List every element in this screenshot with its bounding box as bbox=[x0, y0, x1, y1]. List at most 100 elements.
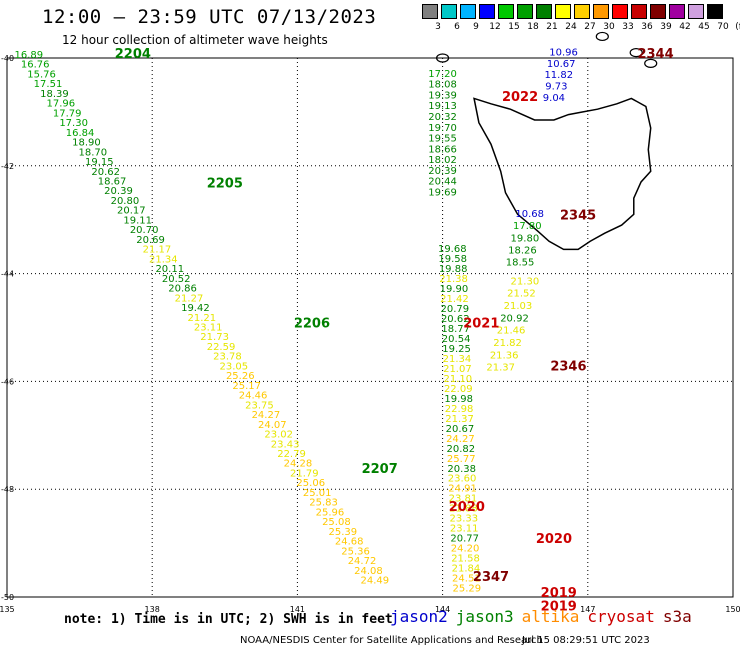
wave-height-value: 25.08 bbox=[322, 517, 351, 528]
footer-note: note: 1) Time is in UTC; 2) SWH is in fe… bbox=[64, 612, 393, 627]
wave-height-value: 19.58 bbox=[438, 254, 467, 265]
wave-height-value: 21.58 bbox=[451, 554, 480, 565]
wave-height-value: 21.38 bbox=[439, 274, 468, 285]
lat-tick-label: -42 bbox=[1, 162, 14, 171]
axis-tick-labels: -40 -42 -44 -46 -48 -50 135 138 141 144 147 150 bbox=[0, 54, 740, 614]
scale-label: 30 bbox=[603, 22, 615, 32]
island bbox=[644, 58, 658, 68]
scale-swatch bbox=[517, 4, 533, 19]
wave-height-value: 22.09 bbox=[444, 384, 473, 395]
wave-height-value: 25.01 bbox=[303, 488, 332, 499]
wave-height-value: 20.69 bbox=[136, 235, 165, 246]
wave-height-value: 24.49 bbox=[361, 576, 390, 587]
wave-height-value: 18.70 bbox=[79, 147, 108, 158]
wave-height-value: 21.37 bbox=[445, 414, 474, 425]
wave-height-value: 23.43 bbox=[271, 439, 300, 450]
scale-label: (ft) bbox=[735, 22, 740, 32]
scale-label: 24 bbox=[565, 22, 577, 32]
wave-height-value: 21.30 bbox=[511, 276, 540, 287]
scale-label: 3 bbox=[435, 22, 441, 32]
wave-height-value: 21.34 bbox=[443, 354, 472, 365]
time-label: 2204 bbox=[115, 47, 151, 62]
scale-label: 9 bbox=[473, 22, 479, 32]
wave-height-value: 11.82 bbox=[544, 70, 573, 81]
wave-height-value: 16.84 bbox=[66, 128, 95, 139]
time-label: 2346 bbox=[550, 360, 586, 375]
wave-height-value: 19.13 bbox=[428, 101, 457, 112]
wave-height-value: 23.02 bbox=[264, 430, 293, 441]
wave-height-value: 24.27 bbox=[446, 434, 475, 445]
wave-height-value: 18.26 bbox=[508, 245, 537, 256]
wave-height-value: 16.89 bbox=[14, 50, 43, 61]
wave-height-value: 21.03 bbox=[504, 301, 533, 312]
lon-tick-label: 147 bbox=[580, 605, 595, 614]
wave-height-value: 21.42 bbox=[440, 294, 469, 305]
wave-height-value: 22.98 bbox=[445, 404, 474, 415]
wave-height-value: 25.96 bbox=[316, 507, 345, 518]
time-label: 2019 bbox=[541, 586, 577, 601]
wave-height-value: 21.82 bbox=[493, 338, 522, 349]
satellite-s3a: s3a bbox=[662, 607, 692, 626]
wave-height-value: 24.28 bbox=[284, 459, 313, 470]
wave-height-value: 19.90 bbox=[440, 284, 469, 295]
scale-swatch bbox=[669, 4, 685, 19]
wave-height-value: 25.29 bbox=[452, 584, 481, 595]
wave-height-value: 19.39 bbox=[428, 90, 457, 101]
wave-height-value: 18.08 bbox=[428, 80, 457, 91]
lat-tick-label: -50 bbox=[1, 593, 14, 602]
scale-swatch bbox=[688, 4, 704, 19]
wave-height-value: 17.79 bbox=[53, 108, 82, 119]
island bbox=[629, 48, 643, 58]
wave-height-value: 19.25 bbox=[442, 344, 471, 355]
wave-height-value: 20.77 bbox=[450, 534, 479, 545]
wave-height-value: 24.08 bbox=[354, 566, 383, 577]
wave-height-value: 24.51 bbox=[452, 574, 481, 585]
satellite-jason3: jason3 bbox=[455, 607, 514, 626]
scale-label: 36 bbox=[641, 22, 653, 32]
wave-height-value: 23.78 bbox=[213, 352, 242, 363]
time-label: 2347 bbox=[473, 570, 509, 585]
scale-swatch bbox=[422, 4, 438, 19]
wave-height-value: 21.07 bbox=[443, 364, 472, 375]
satellite-legend: jason2 jason3 altika cryosat s3a bbox=[390, 607, 700, 626]
time-label: 2207 bbox=[362, 462, 398, 477]
wave-height-value: 25.83 bbox=[309, 498, 338, 509]
wave-height-value: 25.36 bbox=[341, 546, 370, 557]
wave-height-value: 20.92 bbox=[500, 313, 529, 324]
wave-height-value: 21.27 bbox=[175, 293, 204, 304]
scale-swatch bbox=[650, 4, 666, 19]
wave-height-value: 23.75 bbox=[245, 400, 274, 411]
wave-height-value: 20.44 bbox=[428, 177, 457, 188]
wave-height-value: 19.15 bbox=[85, 157, 114, 168]
scale-label: 27 bbox=[584, 22, 596, 32]
wave-height-value: 17.96 bbox=[47, 99, 76, 110]
altimeter-tracks: 16.8916.7615.7617.5118.3917.9617.7917.30… bbox=[14, 47, 577, 594]
scale-swatch bbox=[441, 4, 457, 19]
scale-swatch bbox=[612, 4, 628, 19]
lat-tick-label: -40 bbox=[1, 54, 14, 63]
wave-height-value: 18.77 bbox=[441, 324, 470, 335]
scale-swatch bbox=[555, 4, 571, 19]
wave-height-value: 9.04 bbox=[543, 93, 565, 104]
scale-swatch bbox=[593, 4, 609, 19]
wave-height-value: 19.88 bbox=[439, 264, 468, 275]
time-label: 2022 bbox=[502, 90, 538, 105]
wave-height-value: 25.39 bbox=[328, 527, 357, 538]
scale-swatch bbox=[631, 4, 647, 19]
wave-height-value: 24.72 bbox=[348, 556, 377, 567]
time-label: 2020 bbox=[536, 532, 572, 547]
map-frame bbox=[6, 57, 734, 598]
wave-height-value: 19.69 bbox=[428, 187, 457, 198]
wave-height-value: 22.79 bbox=[277, 449, 306, 460]
wave-height-value: 23.05 bbox=[220, 361, 249, 372]
wave-height-value: 21.88 bbox=[449, 504, 478, 515]
credit-line: NOAA/NESDIS Center for Satellite Applica… bbox=[240, 635, 543, 646]
wave-height-value: 23.33 bbox=[449, 514, 478, 525]
time-label: 2206 bbox=[294, 317, 330, 332]
wave-height-value: 18.39 bbox=[40, 89, 69, 100]
wave-height-value: 21.34 bbox=[149, 254, 178, 265]
satellite-altika: altika bbox=[521, 607, 580, 626]
wave-height-value: 20.70 bbox=[130, 225, 159, 236]
page-subtitle: 12 hour collection of altimeter wave hei… bbox=[62, 33, 328, 47]
